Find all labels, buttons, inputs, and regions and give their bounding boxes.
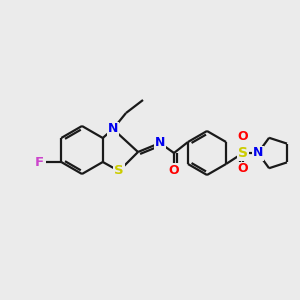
Text: O: O — [169, 164, 179, 176]
Text: S: S — [114, 164, 124, 178]
Text: O: O — [238, 163, 248, 176]
Text: N: N — [253, 146, 263, 160]
Text: S: S — [238, 146, 248, 160]
Text: N: N — [155, 136, 165, 149]
Text: N: N — [108, 122, 118, 136]
Text: F: F — [35, 155, 44, 169]
Text: O: O — [238, 130, 248, 143]
